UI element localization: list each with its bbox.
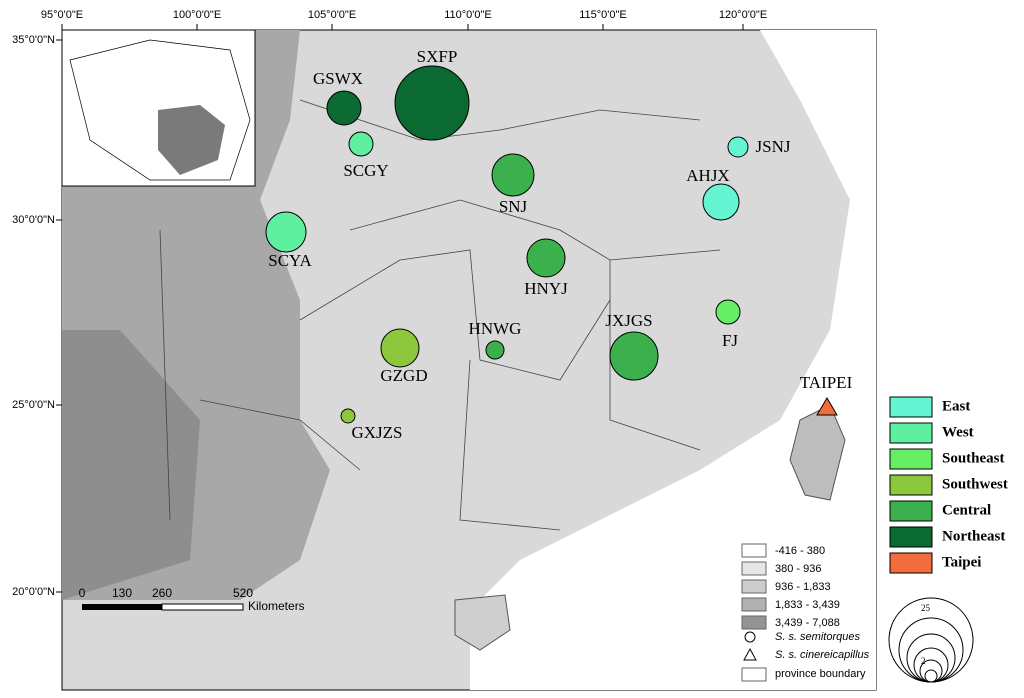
legend-label: Southwest [942, 476, 1008, 492]
lon-label: 100°0'0"E [173, 9, 221, 21]
hainan [454, 594, 511, 651]
lon-label: 95°0'0"E [41, 9, 83, 21]
site-circle [609, 331, 659, 381]
inset-outline [69, 39, 251, 181]
site-label: HNYJ [524, 279, 568, 298]
legend-label: West [942, 424, 974, 440]
site-label: SNJ [499, 197, 528, 216]
site-circle [380, 328, 420, 368]
site-circle [265, 211, 307, 253]
lon-label: 120°0'0"E [719, 9, 767, 21]
scale-label: 260 [152, 586, 172, 600]
elevation-swatch [741, 561, 767, 576]
site-label: GZGD [380, 366, 427, 385]
site-label: FJ [722, 331, 738, 350]
elevation-swatch [741, 615, 767, 630]
site-circle [348, 131, 374, 157]
site-circle [340, 408, 356, 424]
elevation-swatch [741, 597, 767, 612]
lon-label: 110°0'0"E [444, 9, 492, 21]
legend-swatch [889, 526, 933, 548]
symbol-triangle [743, 647, 757, 661]
site-label: AHJX [686, 166, 729, 185]
site-circle [485, 340, 505, 360]
scale-label: 0 [79, 586, 86, 600]
lon-label: 115°0'0"E [579, 9, 627, 21]
site-label: SCGY [343, 161, 388, 180]
site-label: SCYA [268, 251, 312, 270]
symbol-circle [744, 631, 756, 643]
site-label: SXFP [417, 47, 458, 66]
site-circle [727, 136, 749, 158]
lon-label: 105°0'0"E [308, 9, 356, 21]
site-circle [715, 299, 741, 325]
legend-label: Taipei [942, 554, 981, 570]
lat-label: 35°0'0"N [12, 34, 55, 46]
site-label: GSWX [313, 69, 363, 88]
lat-label: 25°0'0"N [12, 399, 55, 411]
legend-swatch [889, 396, 933, 418]
legend-label: Central [942, 502, 991, 518]
elevation-swatch [741, 543, 767, 558]
site-triangle [816, 397, 838, 416]
legend-swatch [889, 500, 933, 522]
legend-label: Northeast [942, 528, 1005, 544]
symbol-label: S. s. cinereicapillus [775, 649, 870, 661]
size-label: 25 [921, 603, 931, 613]
scale-bar-white [161, 603, 244, 611]
sea [470, 30, 876, 690]
legend-label: East [942, 398, 970, 414]
size-label: 2 [921, 656, 926, 666]
symbol-box [741, 667, 767, 682]
legend-swatch [889, 448, 933, 470]
size-circle [913, 647, 949, 683]
lat-label: 20°0'0"N [12, 586, 55, 598]
size-circle [906, 633, 956, 683]
scale-label: 520 [233, 586, 253, 600]
inset-map [61, 29, 256, 187]
site-label: JSNJ [756, 137, 791, 156]
elevation-swatch [741, 579, 767, 594]
site-label: HNWG [469, 319, 522, 338]
elevation-label: 380 - 936 [775, 563, 821, 575]
legend-swatch [889, 552, 933, 574]
scale-label: 130 [112, 586, 132, 600]
symbol-label: S. s. semitorques [775, 631, 860, 643]
site-label: TAIPEI [800, 373, 853, 392]
elevation-label: -416 - 380 [775, 545, 825, 557]
site-label: JXJGS [605, 311, 652, 330]
legend-swatch [889, 422, 933, 444]
elevation-label: 1,833 - 3,439 [775, 599, 840, 611]
province-boundaries [159, 99, 721, 531]
site-circle [526, 238, 566, 278]
symbol-label: province boundary [775, 668, 866, 680]
size-circle [924, 669, 938, 683]
elevation-label: 936 - 1,833 [775, 581, 831, 593]
elevation-label: 3,439 - 7,088 [775, 617, 840, 629]
legend-label: Southeast [942, 450, 1005, 466]
legend-swatch [889, 474, 933, 496]
inset-range [158, 105, 225, 175]
scale-bar-black [82, 604, 162, 610]
lat-label: 30°0'0"N [12, 214, 55, 226]
site-circle [394, 65, 470, 141]
size-circle [888, 597, 974, 683]
site-circle [326, 90, 362, 126]
scale-unit: Kilometers [248, 599, 305, 613]
site-circle [491, 153, 535, 197]
site-label: GXJZS [351, 423, 402, 442]
site-circle [702, 183, 740, 221]
